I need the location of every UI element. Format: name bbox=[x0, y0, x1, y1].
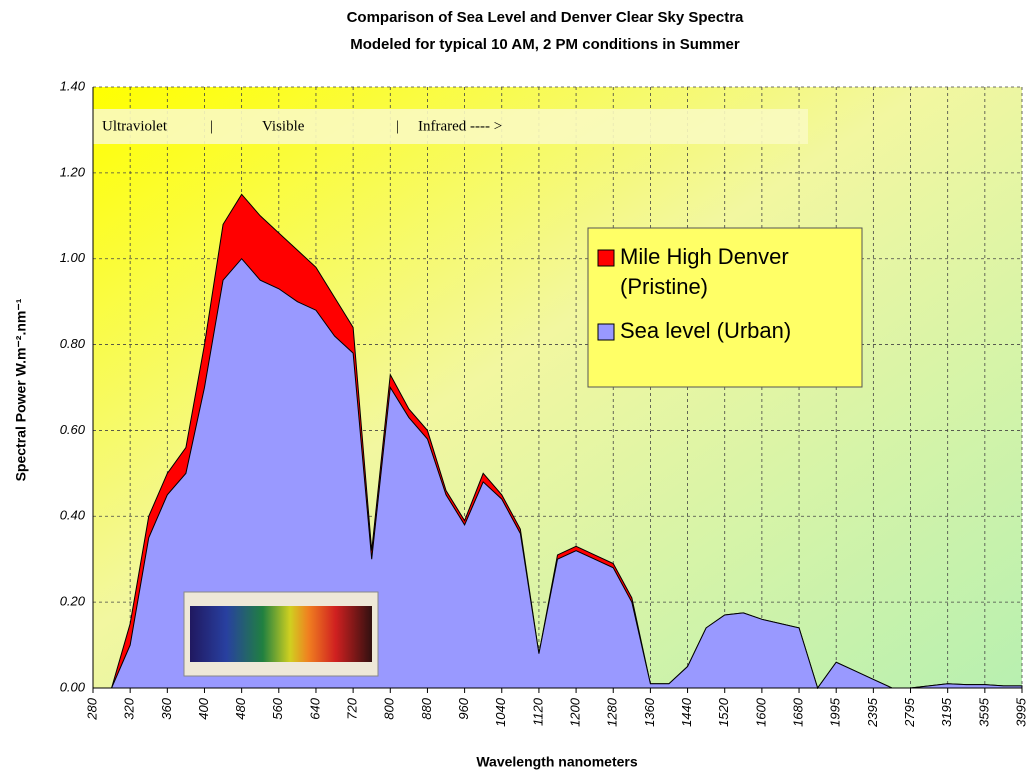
x-tick-label: 320 bbox=[122, 697, 137, 719]
y-tick-label: 1.40 bbox=[60, 78, 86, 93]
x-tick-label: 880 bbox=[419, 697, 434, 719]
x-tick-label: 720 bbox=[345, 697, 360, 719]
x-tick-label: 800 bbox=[382, 697, 397, 719]
annotation: Infrared ---- > bbox=[418, 118, 502, 134]
x-tick-label: 1040 bbox=[493, 697, 508, 727]
x-tick-label: 360 bbox=[159, 697, 174, 719]
legend-entries: Mile High Denver (Pristine) Sea level (Urb… bbox=[597, 244, 791, 343]
x-tick-label: 400 bbox=[196, 697, 211, 719]
x-tick-label: 1520 bbox=[716, 697, 731, 727]
legend-label: Mile High Denver (Pristine) bbox=[620, 244, 789, 299]
y-tick-label: 0.60 bbox=[60, 422, 86, 437]
x-tick-label: 3995 bbox=[1013, 697, 1028, 727]
legend-swatch bbox=[597, 249, 615, 267]
y-tick-label: 0.00 bbox=[60, 679, 86, 694]
x-axis-label: Wavelength nanometers bbox=[476, 754, 638, 770]
x-tick-label: 2795 bbox=[902, 697, 917, 728]
x-tick-label: 3595 bbox=[976, 697, 991, 727]
x-tick-label: 280 bbox=[84, 697, 99, 720]
x-tick-label: 480 bbox=[233, 697, 248, 719]
annotation: Visible bbox=[262, 118, 305, 134]
x-tick-label: 2395 bbox=[865, 697, 880, 728]
x-tick-label: 560 bbox=[270, 697, 285, 719]
annotation: | bbox=[396, 118, 399, 134]
x-tick-label: 3195 bbox=[939, 697, 954, 727]
region-banner bbox=[93, 109, 808, 144]
x-tick-label: 1200 bbox=[568, 697, 583, 727]
x-tick-label: 640 bbox=[307, 697, 322, 719]
x-tick-label: 1120 bbox=[530, 697, 545, 726]
legend bbox=[587, 227, 863, 388]
annotation: | bbox=[210, 118, 213, 134]
x-tick-label: 1440 bbox=[679, 697, 694, 727]
legend-label: Sea level (Urban) bbox=[620, 318, 791, 343]
x-tick-label: 1995 bbox=[828, 697, 843, 727]
y-tick-label: 0.80 bbox=[60, 336, 86, 351]
chart-subtitle: Modeled for typical 10 AM, 2 PM conditio… bbox=[350, 36, 740, 53]
x-tick-label: 1680 bbox=[790, 697, 805, 727]
y-tick-label: 0.40 bbox=[60, 508, 86, 523]
y-tick-label: 1.20 bbox=[60, 164, 86, 179]
x-tick-label: 1360 bbox=[642, 697, 657, 727]
y-axis-label: Spectral Power W.m⁻².nm⁻¹ bbox=[13, 298, 29, 481]
spectrum-strip bbox=[190, 606, 372, 662]
chart-title: Comparison of Sea Level and Denver Clear… bbox=[347, 9, 744, 26]
annotation: Ultraviolet bbox=[102, 118, 168, 134]
x-tick-label: 1280 bbox=[605, 697, 620, 727]
y-tick-label: 0.20 bbox=[60, 594, 86, 609]
x-tick-label: 1600 bbox=[753, 697, 768, 727]
x-tick-label: 960 bbox=[456, 697, 471, 719]
legend-swatch bbox=[597, 323, 615, 341]
y-tick-label: 1.00 bbox=[60, 250, 86, 265]
